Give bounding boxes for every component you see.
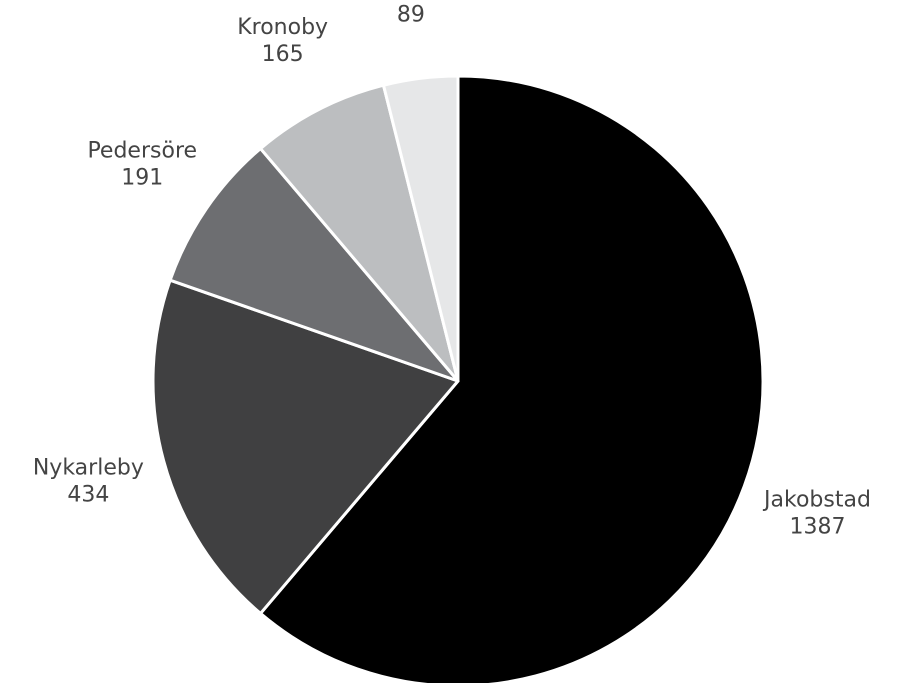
slice-label-kronoby: Kronoby 165 <box>237 15 328 67</box>
pie-slice-jakobstad <box>259 74 765 683</box>
slice-category-name: Nykarleby <box>33 456 144 481</box>
slice-label-jakobstad: Jakobstad 1387 <box>762 488 871 540</box>
pie-slice-larsmo <box>381 74 460 383</box>
slice-value-label: 191 <box>121 166 163 191</box>
pie-slice-nykarleby <box>151 278 460 615</box>
slice-value-label: 165 <box>262 42 304 67</box>
pie-slice-kronoby <box>259 83 460 383</box>
slice-category-name: Kronoby <box>237 15 328 40</box>
slice-label-pedersore: Pedersöre 191 <box>87 139 197 191</box>
slice-category-name: Pedersöre <box>87 139 197 164</box>
slice-value-label: 434 <box>67 483 109 508</box>
slice-label-larsmo: Larsmo89 <box>370 0 451 27</box>
pie-slices <box>151 74 765 683</box>
slice-category-name: Jakobstad <box>762 488 871 513</box>
slice-label-nykarleby: Nykarleby 434 <box>33 456 144 508</box>
slice-value-label: 89 <box>397 2 425 27</box>
pie-labels: Jakobstad 1387 Nykarleby 434 Pedersöre 191 Kro… <box>33 0 871 540</box>
pie-slice-pedersore <box>168 147 460 383</box>
slice-value-label: 1387 <box>789 515 845 540</box>
